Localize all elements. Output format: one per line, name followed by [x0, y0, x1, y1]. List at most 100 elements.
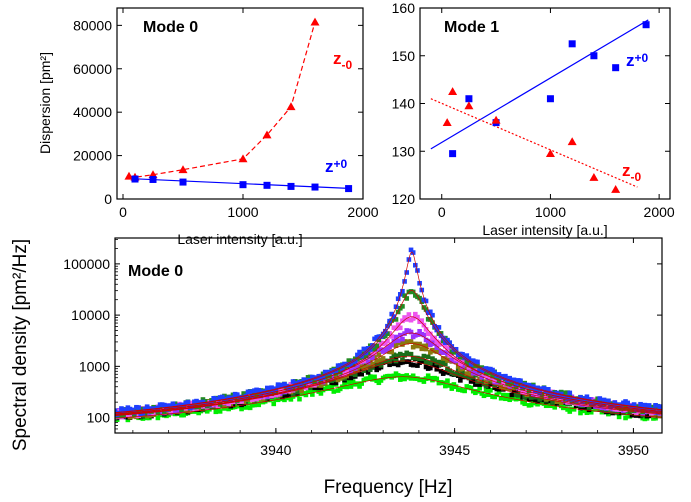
data-point [374, 358, 380, 363]
data-point [400, 318, 405, 324]
data-point [288, 386, 294, 392]
data-point [483, 383, 489, 389]
data-point [503, 396, 508, 402]
data-point [387, 362, 392, 368]
data-point [361, 346, 367, 352]
data-point [249, 397, 255, 402]
data-point [419, 318, 425, 323]
data-point [372, 350, 377, 356]
data-point [267, 391, 272, 396]
data-point [376, 337, 382, 343]
p3-ylabel: Spectral density [pm²/Hz] [10, 239, 31, 451]
data-point [492, 370, 497, 376]
data-point [434, 376, 440, 382]
data-point [468, 362, 474, 367]
data-point [404, 296, 410, 301]
p1-label-zplus-main: z [325, 157, 334, 176]
fit-line-z-0 [430, 98, 638, 188]
data-point [391, 314, 397, 319]
data-point [546, 95, 554, 103]
x-tick-label: 1000 [227, 204, 258, 220]
p2-lines [430, 19, 649, 188]
data-point [464, 101, 474, 110]
data-point [430, 320, 435, 325]
data-point [355, 363, 360, 369]
data-point [434, 327, 440, 333]
data-point [440, 335, 446, 341]
p1-frame [116, 7, 364, 200]
data-point [344, 369, 349, 375]
fit-curve [115, 251, 662, 413]
data-point [287, 182, 295, 190]
fit-curve [115, 355, 662, 416]
data-point [269, 393, 274, 399]
data-point [256, 402, 262, 408]
data-point [653, 403, 658, 408]
data-point [458, 372, 463, 377]
data-point [475, 379, 480, 384]
data-point [423, 307, 429, 312]
data-point [425, 354, 431, 360]
data-point [263, 181, 271, 189]
p1-label-zplus: z+0 [325, 157, 348, 176]
data-point [415, 363, 420, 368]
data-point [406, 312, 412, 317]
data-point [453, 371, 459, 377]
data-point [413, 311, 418, 317]
data-point [561, 405, 566, 411]
data-point [627, 407, 633, 413]
data-point [567, 409, 573, 414]
data-point [395, 373, 401, 378]
data-point [286, 102, 296, 111]
data-point [116, 410, 122, 416]
data-point [589, 173, 599, 181]
data-point [545, 149, 555, 158]
y-tick-label: 160 [392, 0, 416, 16]
data-point [290, 379, 296, 384]
data-point [408, 247, 414, 253]
data-point [402, 293, 407, 298]
data-point [436, 359, 442, 365]
p2-ticks: 0 1000 2000 120 130 140 150 160 [392, 0, 675, 220]
y-tick-label: 100000 [63, 256, 110, 272]
data-point [397, 377, 403, 382]
data-point [286, 392, 292, 397]
data-point [155, 415, 161, 421]
data-point [453, 346, 459, 352]
data-point [179, 178, 187, 186]
data-point [462, 388, 467, 394]
data-point [247, 389, 253, 394]
data-point [374, 343, 380, 349]
fit-curve [115, 360, 662, 417]
data-point [425, 373, 431, 379]
data-point [421, 332, 427, 338]
data-point [320, 375, 326, 380]
data-point [162, 402, 167, 408]
data-point [421, 379, 427, 384]
data-point [333, 380, 339, 386]
data-point [419, 356, 425, 362]
data-point [546, 387, 551, 392]
data-point [372, 374, 377, 380]
data-point [410, 316, 416, 321]
data-point [400, 357, 405, 362]
data-point [447, 383, 452, 388]
data-point [618, 403, 624, 408]
data-point [428, 331, 433, 337]
data-point [567, 390, 573, 396]
y-tick-label: 0 [104, 191, 112, 207]
data-point [417, 329, 422, 334]
data-point [262, 390, 268, 395]
data-point [423, 360, 429, 365]
data-point [434, 339, 440, 344]
y-tick-label: 140 [392, 96, 416, 112]
data-point [445, 346, 450, 351]
data-point [494, 392, 500, 398]
data-point [421, 343, 427, 349]
data-point [629, 404, 635, 410]
fit-curve [115, 343, 662, 416]
data-point [415, 268, 420, 273]
data-point [578, 395, 583, 400]
data-point [370, 361, 375, 367]
data-point [616, 414, 622, 420]
